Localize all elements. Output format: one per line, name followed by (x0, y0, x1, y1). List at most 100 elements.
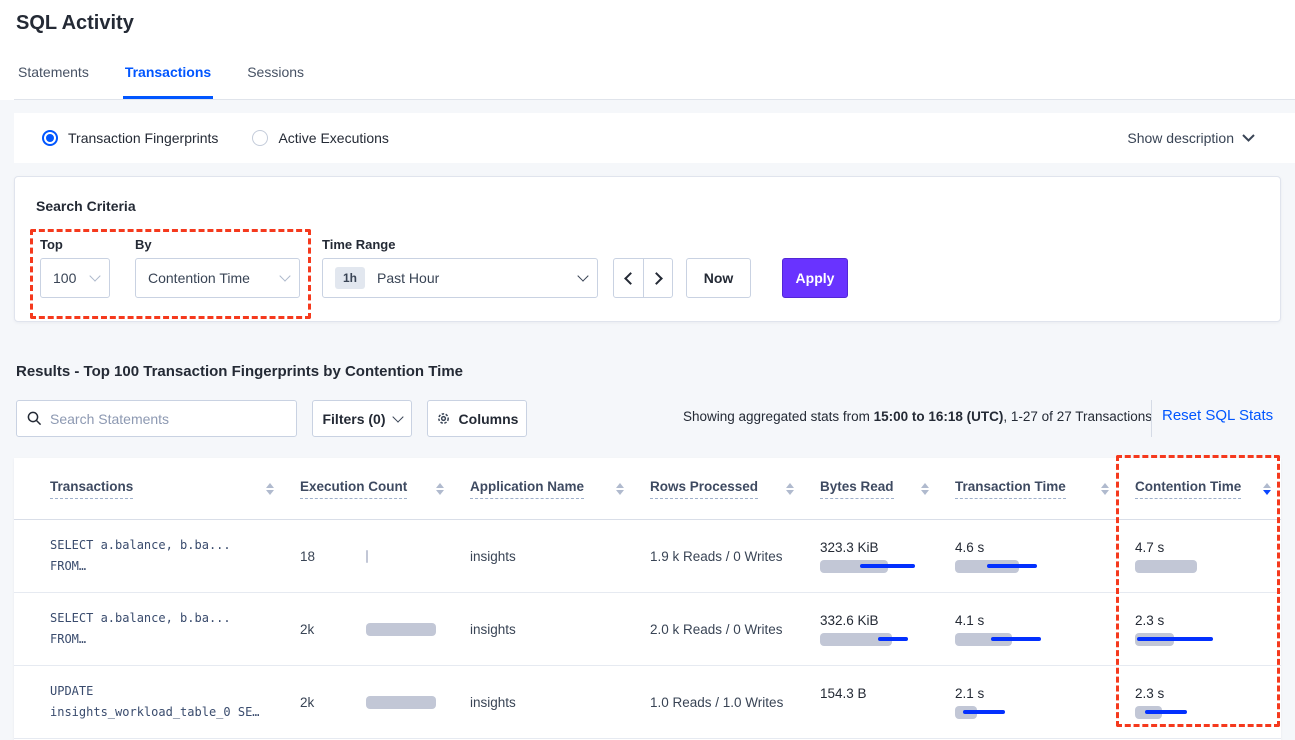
column-label[interactable]: Rows Processed (650, 479, 759, 499)
column-label[interactable]: Transaction Time (955, 479, 1066, 499)
table-row[interactable]: SELECT a.balance, b.ba... FROM… 18 insig… (14, 520, 1281, 593)
time-range-value: Past Hour (377, 270, 440, 286)
column-header-bytes-read[interactable]: Bytes Read (820, 479, 955, 499)
now-button[interactable]: Now (686, 258, 751, 298)
sort-icon[interactable] (1101, 482, 1109, 495)
rows-processed-cell: 2.0 k Reads / 0 Writes (650, 621, 783, 637)
sort-icon[interactable] (921, 482, 929, 495)
radio-active-executions[interactable]: Active Executions (252, 130, 389, 146)
execution-count-cell: 2k (300, 695, 470, 710)
search-criteria-title: Search Criteria (36, 198, 136, 214)
by-select[interactable]: Contention Time (135, 258, 300, 298)
stats-time-range: 15:00 to 16:18 (UTC) (873, 409, 1004, 424)
column-label[interactable]: Bytes Read (820, 479, 894, 499)
bytes-read-bar (820, 559, 930, 573)
transaction-fingerprint[interactable]: SELECT a.balance, b.ba... FROM… (50, 538, 231, 573)
transaction-fingerprint[interactable]: UPDATE insights_workload_table_0 SE… (50, 684, 260, 719)
radio-selected-icon (42, 130, 58, 146)
stats-summary: Showing aggregated stats from 15:00 to 1… (683, 409, 1152, 424)
bytes-read-bar (820, 632, 930, 646)
transaction-time-bar (955, 705, 1065, 719)
arrow-right-icon (650, 271, 663, 285)
rows-processed-cell: 1.9 k Reads / 0 Writes (650, 548, 783, 564)
transaction-time-cell: 2.1 s (955, 686, 1135, 719)
time-range-badge: 1h (335, 267, 366, 289)
results-heading: Results - Top 100 Transaction Fingerprin… (16, 363, 464, 380)
execution-count-bar (366, 695, 470, 709)
column-header-transaction-time[interactable]: Transaction Time (955, 479, 1135, 499)
prev-time-button[interactable] (614, 259, 643, 297)
chevron-down-icon (577, 270, 589, 282)
time-range-label: Time Range (322, 237, 396, 252)
execution-count-bar (366, 622, 470, 636)
execution-count-cell: 18 (300, 549, 470, 564)
columns-button[interactable]: Columns (427, 400, 527, 437)
bytes-read-bar (820, 706, 930, 719)
filters-label: Filters (0) (322, 410, 386, 427)
filters-button[interactable]: Filters (0) (312, 400, 412, 437)
radio-transaction-fingerprints[interactable]: Transaction Fingerprints (42, 130, 218, 146)
toolbar-divider (1151, 400, 1152, 437)
radio-unselected-icon (252, 130, 269, 146)
sort-icon[interactable] (266, 482, 274, 495)
stats-prefix: Showing aggregated stats from (683, 409, 874, 424)
search-statements-box (16, 400, 297, 437)
stats-suffix: , 1-27 of 27 Transactions (1003, 409, 1152, 424)
table-header-row: Transactions Execution Count Application… (14, 458, 1281, 520)
column-header-application-name[interactable]: Application Name (470, 479, 650, 499)
top-select[interactable]: 100 (40, 258, 110, 298)
contention-time-cell: 2.3 s (1135, 613, 1281, 646)
chevron-down-icon (89, 270, 101, 282)
sort-icon[interactable] (786, 482, 794, 495)
radio-label: Transaction Fingerprints (68, 130, 219, 146)
sort-icon[interactable] (436, 482, 444, 495)
arrow-left-icon (623, 271, 637, 285)
by-label: By (135, 237, 152, 252)
chevron-down-icon (391, 411, 404, 423)
page-title: SQL Activity (16, 12, 134, 34)
next-time-button[interactable] (643, 259, 672, 297)
reset-sql-stats-link[interactable]: Reset SQL Stats (1162, 407, 1274, 424)
tab-sessions[interactable]: Sessions (247, 64, 305, 80)
top-select-value: 100 (53, 270, 77, 286)
gear-icon (437, 413, 449, 424)
transaction-fingerprint[interactable]: SELECT a.balance, b.ba... FROM… (50, 611, 231, 646)
time-range-nav (613, 258, 673, 298)
columns-label: Columns (458, 410, 519, 427)
apply-button[interactable]: Apply (782, 258, 848, 298)
table-row[interactable]: SELECT a.balance, b.ba... FROM… 2k insig… (14, 593, 1281, 666)
column-label[interactable]: Execution Count (300, 479, 408, 499)
table-row[interactable]: UPDATE insights_workload_table_0 SE… 2k … (14, 666, 1281, 739)
contention-time-bar (1135, 559, 1245, 573)
by-select-value: Contention Time (148, 270, 250, 286)
transaction-time-cell: 4.6 s (955, 540, 1135, 573)
contention-time-cell: 4.7 s (1135, 540, 1281, 573)
show-description-label: Show description (1127, 130, 1234, 146)
search-icon (27, 411, 42, 426)
tab-transactions[interactable]: Transactions (122, 58, 214, 99)
transaction-time-cell: 4.1 s (955, 613, 1135, 646)
bytes-read-cell: 323.3 KiB (820, 540, 955, 573)
column-label[interactable]: Transactions (50, 479, 134, 499)
sort-icon[interactable] (1263, 482, 1271, 495)
rows-processed-cell: 1.0 Reads / 1.0 Writes (650, 694, 784, 710)
bytes-read-cell: 332.6 KiB (820, 613, 955, 646)
search-input[interactable] (50, 410, 286, 427)
column-header-contention-time[interactable]: Contention Time (1135, 479, 1281, 499)
tab-bar: Statements Transactions Sessions (14, 58, 1295, 100)
column-header-rows-processed[interactable]: Rows Processed (650, 479, 820, 499)
sort-icon[interactable] (616, 482, 624, 495)
column-header-transactions[interactable]: Transactions (50, 479, 300, 499)
top-label: Top (40, 237, 63, 252)
chevron-down-icon (1242, 134, 1255, 142)
column-header-execution-count[interactable]: Execution Count (300, 479, 470, 499)
column-label[interactable]: Contention Time (1135, 479, 1242, 499)
contention-time-cell: 2.3 s (1135, 686, 1281, 719)
show-description-toggle[interactable]: Show description (1127, 130, 1255, 146)
execution-count-bar (366, 549, 470, 563)
column-label[interactable]: Application Name (470, 479, 585, 499)
transaction-time-bar (955, 559, 1065, 573)
tab-statements[interactable]: Statements (18, 64, 89, 80)
time-range-select[interactable]: 1h Past Hour (322, 258, 598, 298)
application-name-cell: insights (470, 694, 516, 710)
